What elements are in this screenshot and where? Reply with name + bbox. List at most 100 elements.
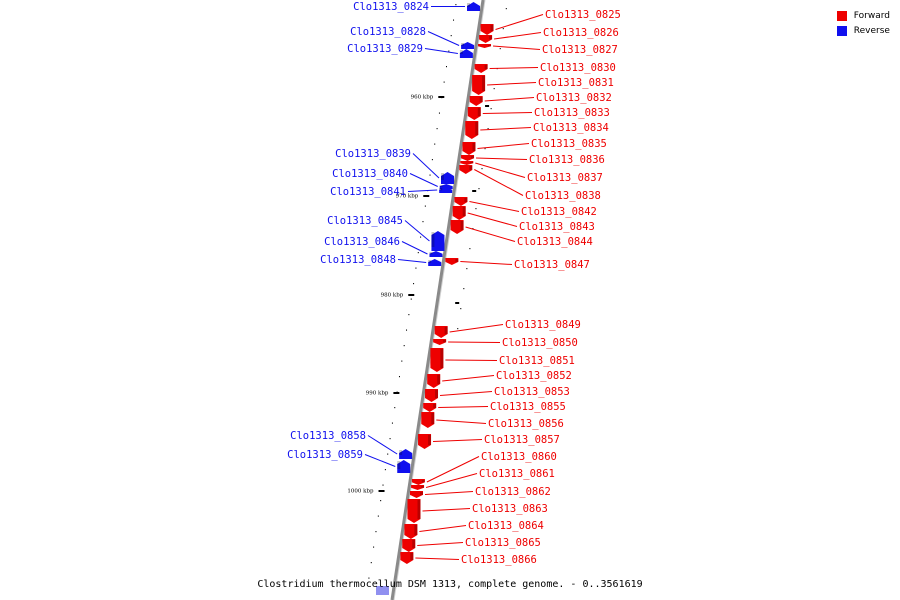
- gene-feature-clo1313-0833[interactable]: [467, 107, 481, 120]
- gene-label[interactable]: Clo1313_0865: [465, 537, 541, 549]
- gene-feature-clo1313-0863[interactable]: [407, 499, 421, 523]
- gene-feature-clo1313-0858[interactable]: [399, 449, 413, 459]
- gene-label[interactable]: Clo1313_0851: [499, 355, 575, 367]
- gene-feature-clo1313-0830[interactable]: [474, 64, 488, 73]
- gene-feature-clo1313-0843[interactable]: [452, 206, 466, 220]
- gene-label[interactable]: Clo1313_0857: [484, 434, 560, 446]
- gene-feature-clo1313-0861[interactable]: [411, 485, 425, 490]
- label-leader-line: [484, 97, 535, 102]
- gene-feature-clo1313-0827[interactable]: [478, 44, 492, 48]
- gene-label[interactable]: Clo1313_0866: [461, 554, 537, 566]
- gene-body: [407, 499, 421, 523]
- gene-label[interactable]: Clo1313_0845: [327, 215, 403, 227]
- gene-feature-clo1313-0836[interactable]: [461, 155, 475, 161]
- gene-feature-clo1313-0859[interactable]: [397, 460, 411, 473]
- gene-feature-clo1313-0860[interactable]: [411, 479, 425, 485]
- gene-label[interactable]: Clo1313_0827: [542, 44, 618, 56]
- gene-label[interactable]: Clo1313_0858: [290, 430, 366, 442]
- gene-label[interactable]: Clo1313_0834: [533, 122, 609, 134]
- gene-feature-clo1313-0849[interactable]: [434, 326, 448, 338]
- gene-feature-clo1313-0847[interactable]: [445, 258, 459, 265]
- gene-feature-clo1313-0851[interactable]: [430, 348, 444, 372]
- minor-tick: [475, 208, 477, 210]
- gene-label[interactable]: Clo1313_0825: [545, 9, 621, 21]
- gene-label[interactable]: Clo1313_0848: [320, 254, 396, 266]
- gene-feature-clo1313-0829[interactable]: [459, 49, 473, 58]
- gene-body: [411, 479, 425, 485]
- gene-label[interactable]: Clo1313_0824: [353, 1, 429, 13]
- gene-feature-clo1313-0832[interactable]: [469, 96, 483, 106]
- gene-label[interactable]: Clo1313_0864: [468, 520, 544, 532]
- gene-body: [467, 107, 481, 120]
- gene-label[interactable]: Clo1313_0826: [543, 27, 619, 39]
- gene-label[interactable]: Clo1313_0838: [525, 190, 601, 202]
- gene-label[interactable]: Clo1313_0863: [472, 503, 548, 515]
- gene-feature-clo1313-0835[interactable]: [462, 142, 476, 155]
- gene-edge: [482, 76, 486, 91]
- gene-feature-clo1313-0828[interactable]: [461, 42, 475, 49]
- label-leader-line: [367, 435, 398, 455]
- gene-feature-clo1313-0841[interactable]: [439, 187, 453, 193]
- gene-label[interactable]: Clo1313_0856: [488, 418, 564, 430]
- gene-label[interactable]: Clo1313_0850: [502, 337, 578, 349]
- gene-label[interactable]: Clo1313_0828: [350, 26, 426, 38]
- gene-label[interactable]: Clo1313_0831: [538, 77, 614, 89]
- gene-feature-clo1313-0852[interactable]: [427, 374, 441, 388]
- gene-label[interactable]: Clo1313_0859: [287, 449, 363, 461]
- gene-label[interactable]: Clo1313_0843: [519, 221, 595, 233]
- gene-label[interactable]: Clo1313_0836: [529, 154, 605, 166]
- gene-label[interactable]: Clo1313_0860: [481, 451, 557, 463]
- gene-feature-clo1313-0845[interactable]: [431, 231, 445, 251]
- gene-feature-clo1313-0825[interactable]: [480, 24, 494, 35]
- gene-label[interactable]: Clo1313_0852: [496, 370, 572, 382]
- gene-feature-clo1313-0857[interactable]: [418, 434, 432, 449]
- gene-feature-clo1313-0848[interactable]: [428, 259, 442, 266]
- gene-feature-clo1313-0865[interactable]: [402, 539, 416, 552]
- gene-feature-clo1313-0838[interactable]: [459, 165, 473, 174]
- gene-feature-clo1313-0846[interactable]: [429, 251, 443, 257]
- gene-feature-clo1313-0842[interactable]: [454, 197, 468, 206]
- gene-label[interactable]: Clo1313_0841: [330, 186, 406, 198]
- gene-label[interactable]: Clo1313_0849: [505, 319, 581, 331]
- gene-label[interactable]: Clo1313_0847: [514, 259, 590, 271]
- gene-label[interactable]: Clo1313_0840: [332, 168, 408, 180]
- gene-feature-clo1313-0853[interactable]: [425, 389, 439, 402]
- gene-label[interactable]: Clo1313_0839: [335, 148, 411, 160]
- gene-feature-clo1313-0855[interactable]: [423, 403, 437, 412]
- minor-tick: [438, 112, 440, 114]
- gene-label[interactable]: Clo1313_0846: [324, 236, 400, 248]
- gene-feature-clo1313-0862[interactable]: [410, 491, 424, 498]
- gene-feature-clo1313-0824[interactable]: [467, 2, 481, 11]
- gene-feature-clo1313-0837[interactable]: [460, 161, 474, 165]
- gene-label[interactable]: Clo1313_0861: [479, 468, 555, 480]
- scale-ticks: 960 kbp 970 kbp 980 kbp 990 kbp 1000 kbp: [347, 4, 507, 579]
- gene-label[interactable]: Clo1313_0844: [517, 236, 593, 248]
- major-tick: [378, 490, 385, 492]
- label-leader-line: [425, 473, 478, 488]
- genome-caption: Clostridium thermocellum DSM 1313, compl…: [257, 579, 643, 590]
- gene-label[interactable]: Clo1313_0855: [490, 401, 566, 413]
- gene-label[interactable]: Clo1313_0833: [534, 107, 610, 119]
- gene-feature-clo1313-0850[interactable]: [433, 339, 447, 345]
- gene-feature-clo1313-0839[interactable]: [441, 172, 455, 184]
- gene-feature-clo1313-0840[interactable]: [439, 184, 453, 189]
- gene-feature-clo1313-0844[interactable]: [450, 220, 464, 234]
- gene-label[interactable]: Clo1313_0837: [527, 172, 603, 184]
- gene-edge: [421, 480, 425, 483]
- gene-label[interactable]: Clo1313_0862: [475, 486, 551, 498]
- gene-label[interactable]: Clo1313_0842: [521, 206, 597, 218]
- gene-label[interactable]: Clo1313_0829: [347, 43, 423, 55]
- gene-feature-clo1313-0864[interactable]: [404, 524, 418, 539]
- gene-feature-clo1313-0834[interactable]: [465, 121, 479, 139]
- gene-feature-clo1313-0856[interactable]: [421, 412, 435, 428]
- minor-tick: [493, 88, 495, 90]
- gene-label[interactable]: Clo1313_0832: [536, 92, 612, 104]
- gene-label[interactable]: Clo1313_0830: [540, 62, 616, 74]
- minor-tick: [370, 562, 372, 564]
- gene-label[interactable]: Clo1313_0835: [531, 138, 607, 150]
- gene-label[interactable]: Clo1313_0853: [494, 386, 570, 398]
- gene-feature-clo1313-0826[interactable]: [479, 35, 493, 43]
- gene-feature-clo1313-0831[interactable]: [472, 75, 486, 95]
- gene-body: [399, 449, 413, 459]
- gene-feature-clo1313-0866[interactable]: [400, 552, 414, 564]
